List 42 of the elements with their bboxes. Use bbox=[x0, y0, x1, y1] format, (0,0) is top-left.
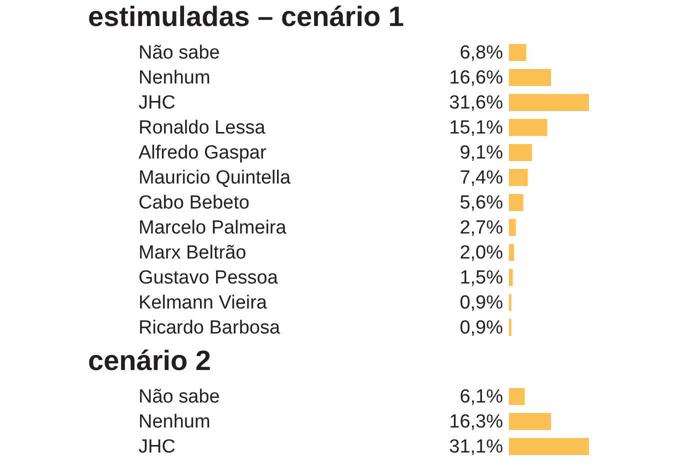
bar bbox=[509, 169, 528, 186]
y-tick-label: Mauricio Quintella bbox=[138, 168, 291, 188]
y-tick-label: Nenhum bbox=[138, 68, 210, 88]
data-label: 2,0% bbox=[460, 242, 504, 264]
text: estimuladas – cenário 1 bbox=[88, 1, 404, 32]
bar bbox=[509, 69, 552, 86]
data-label: 16,6% bbox=[449, 68, 504, 88]
y-tick-label: Marx Beltrão bbox=[138, 242, 246, 264]
y-tick-label: Cabo Bebeto bbox=[138, 192, 250, 214]
data-label: 6,1% bbox=[460, 386, 504, 408]
data-label: 9,1% bbox=[460, 142, 504, 164]
bar bbox=[509, 144, 532, 161]
bar bbox=[509, 94, 589, 111]
data-label: 15,1% bbox=[449, 118, 504, 138]
y-tick-label: Marcelo Palmeira bbox=[138, 218, 287, 238]
y-tick-label: Kelmann Vieira bbox=[138, 292, 268, 314]
y-tick-label: Não sabe bbox=[138, 386, 220, 408]
data-label: 7,4% bbox=[460, 168, 504, 188]
data-label: 31,6% bbox=[449, 92, 504, 114]
y-tick-label: JHC bbox=[138, 92, 176, 114]
y-tick-label: Alfredo Gaspar bbox=[138, 142, 267, 164]
bar bbox=[509, 194, 524, 211]
y-tick-label: JHC bbox=[138, 436, 176, 458]
data-label: 16,3% bbox=[449, 412, 504, 432]
data-label: 0,9% bbox=[460, 292, 504, 314]
y-tick-label: Gustavo Pessoa bbox=[138, 268, 278, 288]
bar bbox=[509, 219, 516, 236]
data-label: 2,7% bbox=[460, 218, 504, 238]
y-tick-label: Ronaldo Lessa bbox=[138, 118, 266, 138]
bar bbox=[509, 269, 513, 286]
bar bbox=[509, 44, 526, 61]
text: cenário 2 bbox=[88, 345, 211, 376]
bar bbox=[509, 119, 548, 136]
y-tick-label: Nenhum bbox=[138, 412, 210, 432]
data-label: 31,1% bbox=[449, 436, 504, 458]
data-label: 1,5% bbox=[460, 268, 504, 288]
data-label: 0,9% bbox=[460, 318, 504, 338]
y-tick-label: Não sabe bbox=[138, 42, 220, 64]
y-tick-label: Ricardo Barbosa bbox=[138, 318, 280, 338]
data-label: 6,8% bbox=[460, 42, 504, 64]
bar bbox=[509, 244, 514, 261]
data-label: 5,6% bbox=[460, 192, 504, 214]
